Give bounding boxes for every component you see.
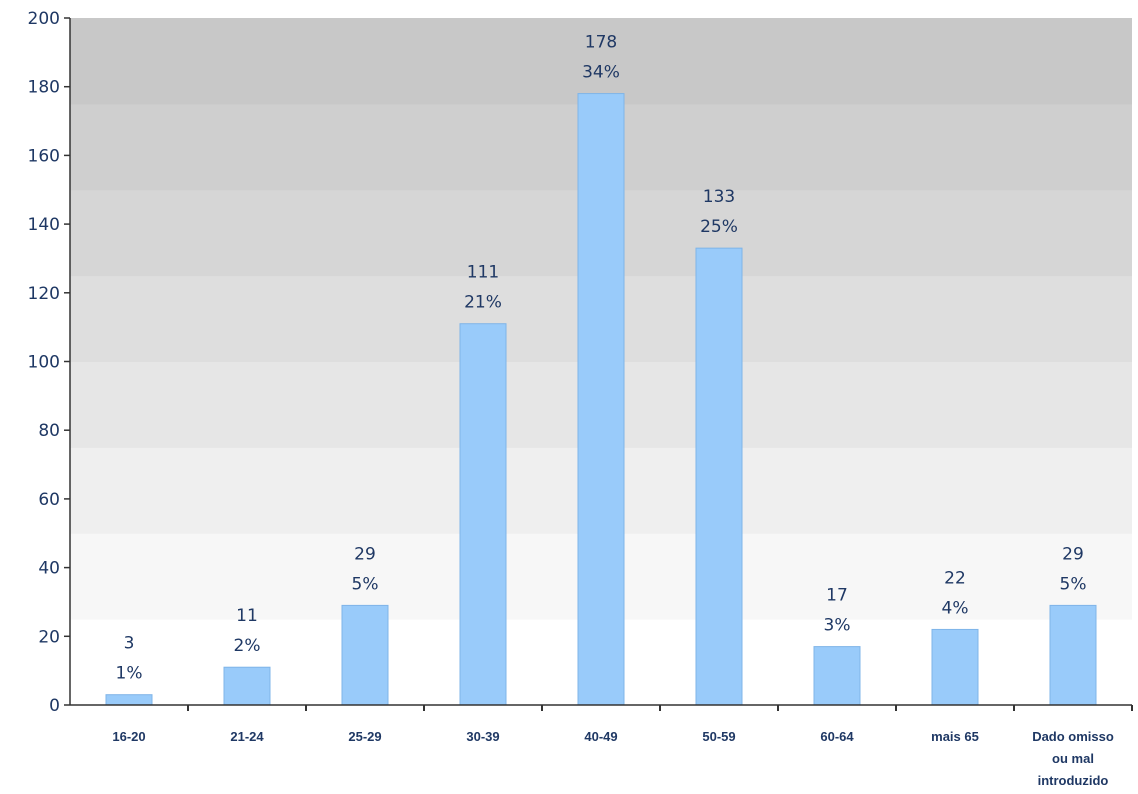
y-tick-label: 180	[28, 78, 60, 98]
bar-60-64	[813, 646, 861, 706]
y-tick-label: 100	[28, 353, 60, 373]
data-label-value: 133	[703, 187, 735, 207]
y-axis-ticks: 0 20 40 60 80 100 120 140 160 180 200	[28, 9, 70, 716]
x-tick-label: 21-24	[230, 729, 264, 744]
data-label-percent: 3%	[824, 616, 851, 636]
y-tick-label: 140	[28, 215, 60, 235]
data-label-percent: 1%	[116, 664, 143, 684]
x-tick-label: Dado omisso ou mal introduzido	[1032, 729, 1114, 788]
y-tick-label: 120	[28, 284, 60, 304]
bar-21-24	[223, 666, 271, 706]
data-label-percent: 2%	[234, 636, 261, 656]
y-tick-label: 0	[49, 696, 60, 716]
bar-mais-65	[931, 628, 979, 706]
data-label-percent: 4%	[942, 598, 969, 618]
data-label-percent: 25%	[700, 217, 738, 237]
y-tick-label: 20	[38, 627, 60, 647]
data-label-percent: 5%	[352, 574, 379, 594]
y-tick-label: 40	[38, 559, 60, 579]
x-tick-label: 25-29	[348, 729, 381, 744]
x-tick-label: 50-59	[702, 729, 735, 744]
data-label-value: 11	[236, 606, 258, 626]
data-label-percent: 21%	[464, 293, 502, 313]
data-label-value: 29	[354, 544, 376, 564]
y-tick-label: 200	[28, 9, 60, 29]
x-tick-label: 60-64	[820, 729, 854, 744]
x-tick-label: 30-39	[466, 729, 499, 744]
data-label-value: 29	[1062, 544, 1084, 564]
bar-30-39	[459, 323, 507, 706]
x-axis-ticks: 16-20 21-24 25-29 30-39 40-49 50-59 60-64 mais …	[112, 705, 1133, 788]
data-label-value: 111	[467, 263, 499, 283]
data-label-value: 17	[826, 586, 848, 606]
bars-group	[105, 93, 1097, 706]
data-label-percent: 5%	[1060, 574, 1087, 594]
y-tick-label: 80	[38, 421, 60, 441]
bar-50-59	[695, 247, 743, 706]
data-label-value: 178	[585, 33, 617, 53]
y-tick-label: 160	[28, 146, 60, 166]
data-label-value: 3	[124, 634, 135, 654]
data-label-value: 22	[944, 568, 966, 588]
y-tick-label: 60	[38, 490, 60, 510]
background-band	[70, 18, 1132, 105]
bar-dado-omisso-ou-mal-introduzido	[1049, 604, 1097, 706]
data-labels-group: 3 1% 11 2% 29 5% 111 21% 178 34% 133 25% 17 3% 22 4% 29 5…	[116, 33, 1087, 684]
x-tick-label: mais 65	[931, 729, 979, 744]
bar-25-29	[341, 604, 389, 706]
x-tick-label: 40-49	[584, 729, 617, 744]
bar-40-49	[577, 93, 625, 706]
x-tick-label: 16-20	[112, 729, 145, 744]
data-label-percent: 34%	[582, 63, 620, 83]
bar-16-20	[105, 694, 153, 706]
